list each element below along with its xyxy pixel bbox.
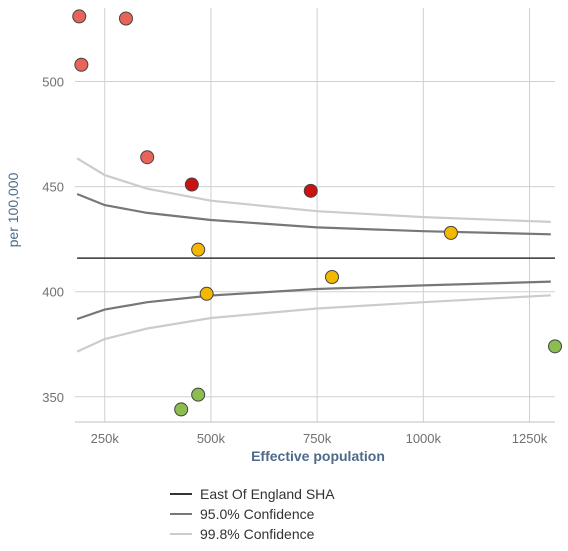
legend-item-target[interactable]: East Of England SHA [170, 484, 335, 504]
data-point-9[interactable] [199, 286, 214, 301]
funnel-plot: 250k 500k 750k 1000k 1250k 350 400 450 500 Effe… [5, 8, 562, 464]
x-axis-title: Effective population [251, 448, 385, 464]
data-point-10[interactable] [548, 339, 562, 354]
legend-swatch-99-8-confidence [170, 533, 192, 535]
y-tick-label-3: 500 [42, 75, 64, 90]
legend-swatch-95-confidence [170, 513, 192, 515]
x-tick-label-2: 750k [303, 431, 332, 446]
legend-label-95-confidence: 95.0% Confidence [200, 506, 315, 522]
legend: East Of England SHA 95.0% Confidence 99.… [170, 484, 335, 544]
legend-label-99-8-confidence: 99.8% Confidence [200, 526, 315, 542]
data-point-8[interactable] [324, 269, 339, 284]
data-point-11[interactable] [191, 387, 206, 402]
data-point-4[interactable] [184, 177, 199, 192]
x-tick-label-3: 1000k [406, 431, 442, 446]
x-tick-label-1: 500k [197, 431, 226, 446]
confidence-limit-95-lower [76, 280, 551, 321]
data-point-1[interactable] [118, 11, 133, 26]
confidence-limit-99-8-upper [76, 157, 551, 223]
data-point-7[interactable] [443, 225, 458, 240]
legend-item-99-8-confidence[interactable]: 99.8% Confidence [170, 524, 335, 544]
x-tick-label-0: 250k [91, 431, 120, 446]
y-axis-tick-labels: 350 400 450 500 [42, 75, 64, 405]
data-point-2[interactable] [74, 57, 89, 72]
data-point-3[interactable] [140, 150, 155, 165]
confidence-limit-99-8-lower [76, 294, 551, 353]
y-tick-label-1: 400 [42, 285, 64, 300]
data-point-5[interactable] [303, 183, 318, 198]
x-tick-label-4: 1250k [512, 431, 548, 446]
legend-label-target: East Of England SHA [200, 486, 335, 502]
y-tick-label-2: 450 [42, 180, 64, 195]
legend-item-95-confidence[interactable]: 95.0% Confidence [170, 504, 335, 524]
grid-lines [75, 8, 555, 423]
legend-swatch-target [170, 493, 192, 495]
data-point-6[interactable] [191, 242, 206, 257]
y-tick-label-0: 350 [42, 390, 64, 405]
data-point-0[interactable] [72, 9, 87, 24]
data-points [72, 9, 562, 417]
y-axis-title: per 100,000 [5, 172, 21, 247]
confidence-limit-95-upper [76, 192, 551, 236]
x-axis-tick-labels: 250k 500k 750k 1000k 1250k [91, 431, 548, 446]
data-point-12[interactable] [174, 402, 189, 417]
